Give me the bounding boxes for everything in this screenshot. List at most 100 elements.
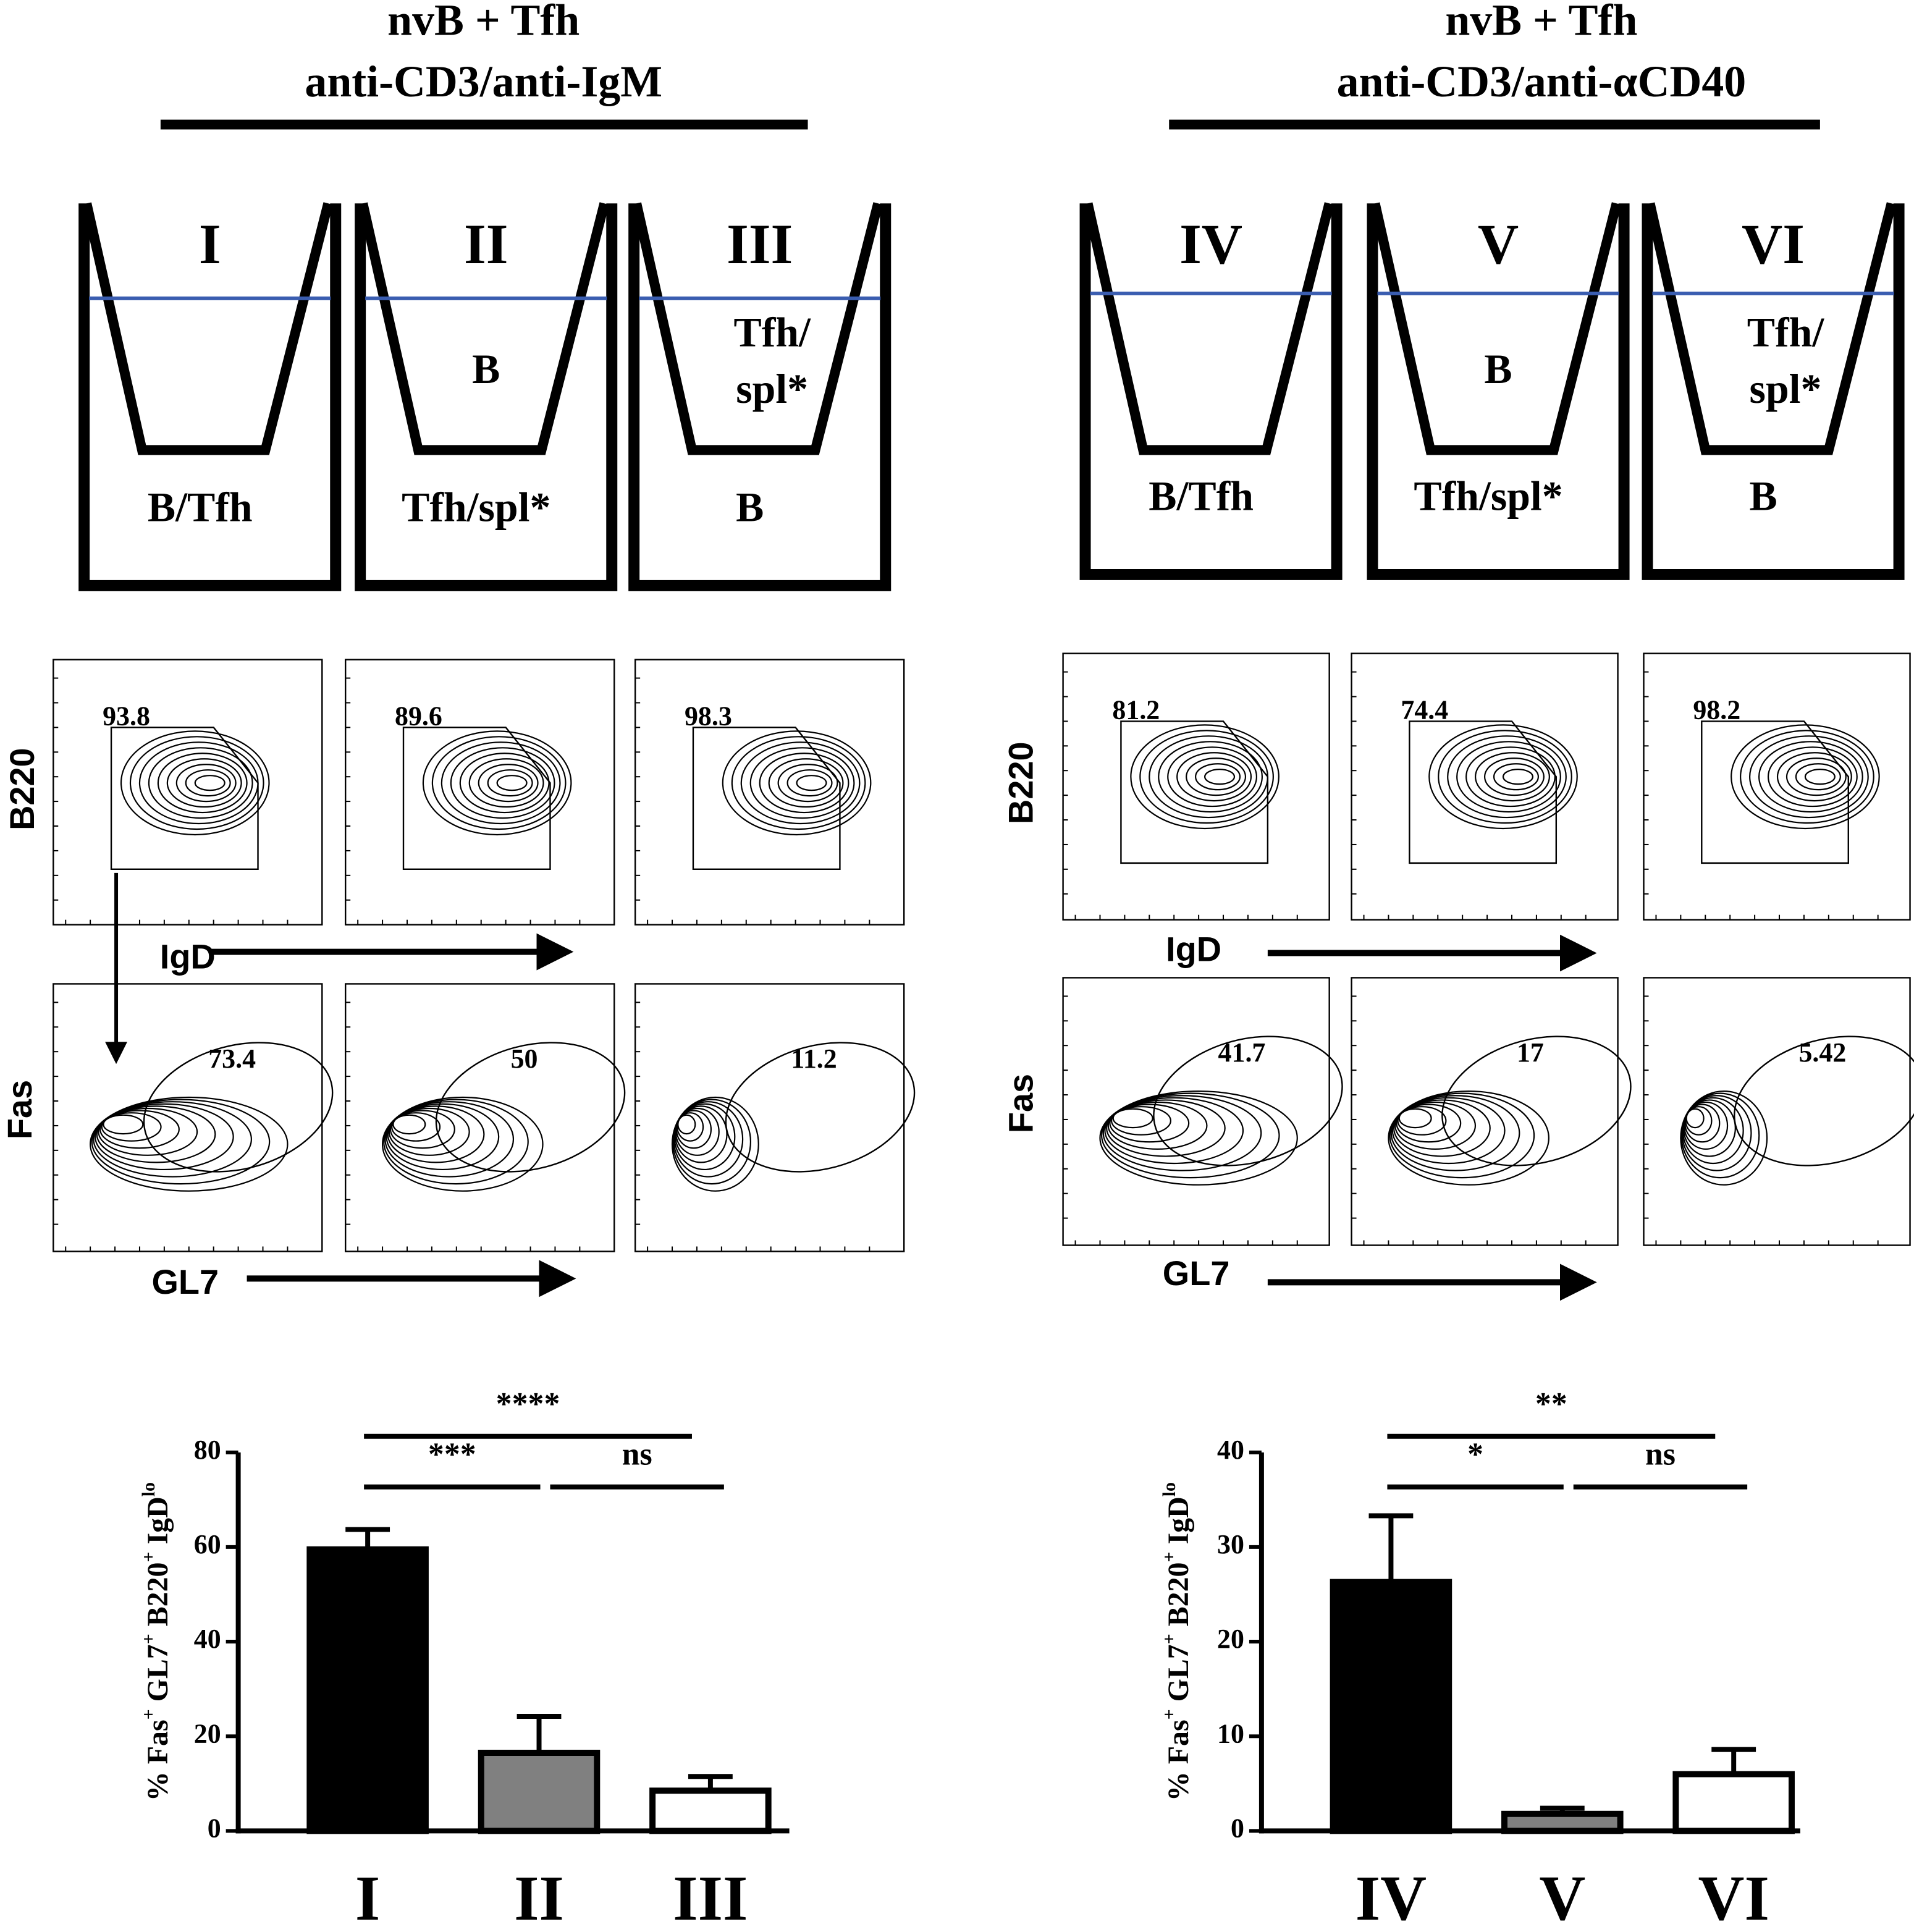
- x-axis-label: GL7: [1163, 1254, 1230, 1293]
- contour: [674, 1105, 728, 1163]
- contour: [677, 1114, 696, 1135]
- insert: [631, 202, 883, 455]
- contour: [383, 1099, 529, 1185]
- contour: [1684, 1101, 1729, 1150]
- well-numeral: III: [727, 213, 793, 276]
- y-axis-label-part: GL7: [1162, 1644, 1195, 1709]
- contour: [392, 1114, 426, 1135]
- contour: [389, 1110, 455, 1149]
- gate-value: 50: [511, 1044, 538, 1074]
- contour: [384, 1101, 515, 1178]
- contour: [1758, 741, 1863, 813]
- flow-plot: [634, 983, 905, 1252]
- contour: [1389, 1092, 1535, 1179]
- contour: [1397, 1106, 1447, 1136]
- contour: [441, 741, 561, 825]
- insert: [358, 202, 610, 455]
- y-axis-label-part: IgD: [1162, 1496, 1195, 1551]
- panel-subtitle: anti-CD3/anti-αCD40: [1337, 57, 1747, 106]
- contour: [1204, 769, 1236, 785]
- y-axis-label: B220: [1001, 741, 1040, 824]
- well: [628, 203, 892, 591]
- contour: [673, 1101, 744, 1178]
- contour: [166, 758, 242, 808]
- bottom-label: B/Tfh: [1149, 473, 1254, 520]
- contour: [786, 769, 833, 797]
- gate: [1701, 720, 1849, 864]
- insert: [1082, 202, 1334, 455]
- contour: [1111, 1106, 1171, 1136]
- contour: [1130, 724, 1280, 830]
- contour: [1680, 1090, 1768, 1186]
- contour: [1682, 1097, 1744, 1165]
- contour: [1465, 746, 1556, 808]
- well: [1079, 203, 1343, 580]
- contour: [731, 736, 866, 830]
- contour: [1176, 752, 1252, 802]
- gate-value: 74.4: [1401, 695, 1448, 725]
- y-axis-label: Fas: [0, 1080, 39, 1139]
- y-axis-label-part: +: [138, 1634, 159, 1644]
- y-axis-label-part: +: [138, 1709, 159, 1719]
- well-numeral: I: [199, 213, 221, 276]
- flow-plot: [1351, 652, 1619, 921]
- y-tick-label: 40: [1217, 1435, 1244, 1465]
- y-tick-label: 0: [208, 1813, 221, 1843]
- gate: [692, 727, 841, 871]
- contour: [386, 1103, 500, 1171]
- panel-subtitle: anti-CD3/anti-IgM: [305, 57, 662, 106]
- contour: [1390, 1095, 1520, 1171]
- y-axis-label-part: % Fas: [1162, 1719, 1195, 1801]
- contour: [1785, 757, 1847, 796]
- contour: [496, 775, 528, 791]
- contour: [381, 1096, 544, 1192]
- flow-plot: [634, 659, 905, 926]
- gate-value: 73.4: [208, 1044, 256, 1074]
- bottom-label: B: [736, 484, 764, 531]
- bar: [306, 1546, 429, 1834]
- y-tick-label: 20: [194, 1719, 221, 1749]
- y-axis-label-part: +: [1160, 1709, 1180, 1719]
- x-axis-label: IgD: [1166, 929, 1221, 968]
- contours: [722, 730, 872, 836]
- category-label: III: [673, 1863, 748, 1932]
- contour: [740, 741, 861, 825]
- significance-label: ****: [496, 1386, 560, 1422]
- contour: [1749, 735, 1869, 819]
- contour: [1428, 724, 1578, 830]
- contour: [1106, 1099, 1226, 1157]
- contour: [1396, 1103, 1462, 1143]
- gate: [402, 727, 551, 871]
- contour: [468, 758, 544, 808]
- contour: [1438, 730, 1572, 824]
- contour: [1139, 730, 1274, 824]
- contours: [90, 1096, 289, 1192]
- contour: [1167, 746, 1258, 808]
- contour: [1475, 752, 1550, 802]
- contour: [1685, 1106, 1713, 1136]
- category-label: II: [514, 1863, 564, 1932]
- gate: [1734, 1036, 1914, 1166]
- well: [78, 203, 342, 591]
- y-axis-label-part: B220: [141, 1562, 174, 1634]
- significance-label: ***: [428, 1437, 476, 1472]
- contour: [1767, 746, 1858, 808]
- contour: [1684, 1103, 1721, 1143]
- insert-label: spl*: [736, 366, 808, 412]
- bar: [649, 1787, 772, 1834]
- contour: [1740, 730, 1874, 824]
- contour: [675, 1107, 720, 1156]
- gate-value: 98.2: [1693, 695, 1740, 725]
- flow-plot: [1351, 977, 1619, 1246]
- contour: [749, 747, 855, 819]
- contours: [1099, 1090, 1298, 1186]
- contour: [777, 764, 838, 803]
- x-axis-label: GL7: [151, 1262, 219, 1301]
- contour: [1101, 1092, 1280, 1179]
- gate-value: 81.2: [1112, 695, 1160, 725]
- gate-value: 11.2: [791, 1044, 837, 1074]
- contour: [422, 730, 572, 836]
- contour: [1795, 763, 1841, 791]
- gate-value: 5.42: [1798, 1038, 1846, 1068]
